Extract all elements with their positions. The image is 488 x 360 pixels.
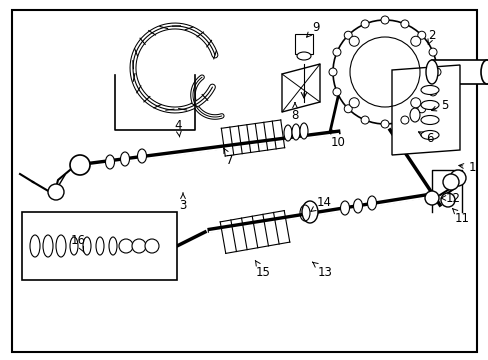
Text: 15: 15	[255, 260, 270, 279]
Circle shape	[400, 116, 408, 124]
Ellipse shape	[420, 86, 438, 95]
Text: 1: 1	[458, 161, 475, 174]
Ellipse shape	[302, 201, 317, 223]
Circle shape	[410, 36, 420, 46]
Ellipse shape	[425, 60, 437, 84]
Text: 4: 4	[174, 118, 182, 137]
Ellipse shape	[70, 237, 78, 255]
Polygon shape	[282, 64, 319, 112]
Polygon shape	[391, 65, 459, 155]
Text: 10: 10	[330, 129, 345, 149]
Circle shape	[380, 120, 388, 128]
Circle shape	[360, 20, 368, 28]
Text: 2: 2	[427, 28, 435, 44]
Ellipse shape	[291, 124, 299, 140]
Text: 6: 6	[418, 131, 433, 144]
Ellipse shape	[420, 131, 438, 140]
Ellipse shape	[105, 155, 114, 169]
Circle shape	[332, 88, 340, 96]
Ellipse shape	[480, 60, 488, 84]
Bar	[294, 34, 312, 54]
Circle shape	[440, 193, 454, 207]
Text: 7: 7	[223, 148, 233, 166]
Circle shape	[348, 36, 359, 46]
Circle shape	[424, 191, 438, 205]
Circle shape	[70, 155, 90, 175]
Ellipse shape	[420, 100, 438, 109]
Text: 3: 3	[179, 193, 186, 212]
Circle shape	[380, 16, 388, 24]
Circle shape	[348, 98, 359, 108]
Circle shape	[344, 105, 351, 113]
Circle shape	[400, 20, 408, 28]
Text: 11: 11	[451, 208, 468, 225]
Circle shape	[119, 239, 133, 253]
Text: 12: 12	[440, 192, 460, 204]
Text: 8: 8	[291, 103, 298, 122]
Ellipse shape	[56, 235, 66, 257]
Bar	[431, 60, 486, 84]
Ellipse shape	[120, 152, 129, 166]
Ellipse shape	[420, 116, 438, 125]
Ellipse shape	[367, 196, 376, 210]
Circle shape	[428, 88, 436, 96]
Ellipse shape	[30, 235, 40, 257]
Circle shape	[328, 68, 336, 76]
Circle shape	[442, 174, 458, 190]
Ellipse shape	[137, 149, 146, 163]
Text: 16: 16	[70, 234, 85, 252]
Circle shape	[132, 239, 146, 253]
Circle shape	[332, 48, 340, 56]
Circle shape	[332, 20, 436, 124]
Circle shape	[417, 105, 425, 113]
Ellipse shape	[299, 123, 307, 139]
Ellipse shape	[340, 201, 349, 215]
Ellipse shape	[43, 235, 53, 257]
Circle shape	[145, 239, 159, 253]
Circle shape	[48, 184, 64, 200]
Text: 14: 14	[310, 195, 331, 211]
Circle shape	[360, 116, 368, 124]
Ellipse shape	[409, 108, 419, 122]
Text: 9: 9	[306, 21, 319, 37]
Ellipse shape	[284, 125, 291, 141]
Text: 13: 13	[312, 262, 332, 279]
Ellipse shape	[83, 237, 91, 255]
Circle shape	[432, 68, 440, 76]
Circle shape	[344, 31, 351, 39]
Text: 5: 5	[431, 99, 448, 112]
Circle shape	[410, 98, 420, 108]
Circle shape	[449, 170, 465, 186]
Ellipse shape	[109, 237, 117, 255]
Ellipse shape	[96, 237, 104, 255]
Circle shape	[417, 31, 425, 39]
Ellipse shape	[296, 52, 310, 60]
Circle shape	[428, 48, 436, 56]
Bar	[22, 212, 177, 280]
Ellipse shape	[353, 199, 362, 213]
